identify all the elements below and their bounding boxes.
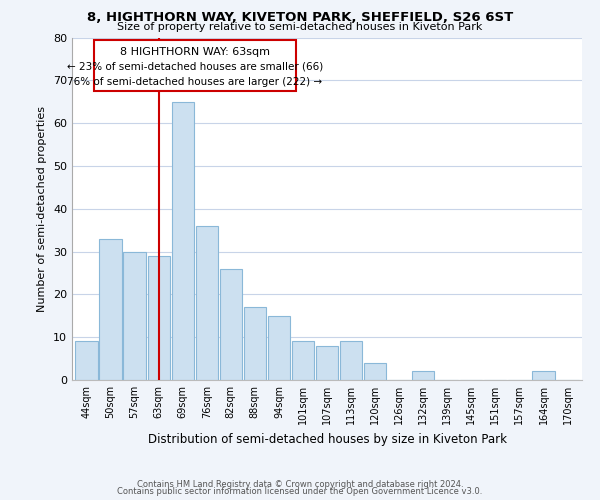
Text: Contains public sector information licensed under the Open Government Licence v3: Contains public sector information licen… (118, 487, 482, 496)
X-axis label: Distribution of semi-detached houses by size in Kiveton Park: Distribution of semi-detached houses by … (148, 432, 506, 446)
Bar (220, 268, 242, 380)
Bar (292, 342, 314, 380)
Text: 8 HIGHTHORN WAY: 63sqm: 8 HIGHTHORN WAY: 63sqm (119, 48, 269, 58)
Bar (340, 342, 362, 380)
Bar (196, 226, 218, 380)
Bar (412, 372, 434, 380)
Bar (268, 316, 290, 380)
Y-axis label: Number of semi-detached properties: Number of semi-detached properties (37, 106, 47, 312)
Bar (364, 363, 386, 380)
Text: 8, HIGHTHORN WAY, KIVETON PARK, SHEFFIELD, S26 6ST: 8, HIGHTHORN WAY, KIVETON PARK, SHEFFIEL… (87, 11, 513, 24)
Text: Contains HM Land Registry data © Crown copyright and database right 2024.: Contains HM Land Registry data © Crown c… (137, 480, 463, 489)
FancyBboxPatch shape (94, 40, 296, 91)
Bar (124, 252, 146, 380)
Bar (532, 372, 554, 380)
Bar (244, 307, 266, 380)
Bar (100, 238, 122, 380)
Text: ← 23% of semi-detached houses are smaller (66): ← 23% of semi-detached houses are smalle… (67, 62, 323, 72)
Bar (148, 256, 170, 380)
Bar (316, 346, 338, 380)
Text: Size of property relative to semi-detached houses in Kiveton Park: Size of property relative to semi-detach… (118, 22, 482, 32)
Bar (76, 342, 98, 380)
Bar (172, 102, 194, 380)
Text: 76% of semi-detached houses are larger (222) →: 76% of semi-detached houses are larger (… (67, 78, 322, 88)
